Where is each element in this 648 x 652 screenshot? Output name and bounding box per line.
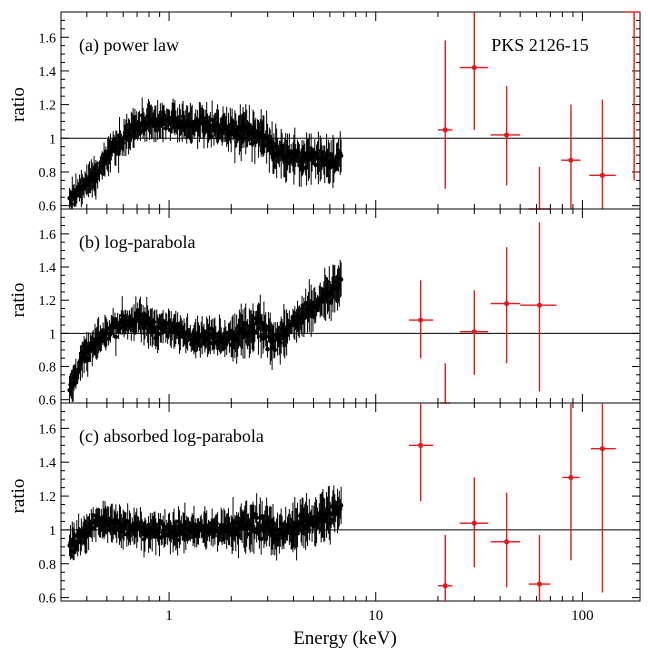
source-label: PKS 2126-15 [491,35,589,55]
y-tick-label: 0.6 [39,592,57,607]
y-tick-label: 1.4 [39,65,57,80]
x-tick-label: 100 [571,608,594,624]
y-tick-label: 0.6 [39,200,57,215]
soft-data-point [339,503,343,507]
y-tick-label: 1.6 [39,31,57,46]
y-tick-label: 1.4 [39,456,57,471]
y-tick-label: 1.2 [39,294,57,309]
x-tick-label: 10 [368,608,383,624]
panel-label: (a) power law [79,35,179,56]
hard-data-point [537,303,542,308]
hard-data-point [504,301,509,306]
hard-data-point [472,329,477,334]
y-axis-label: ratio [8,87,29,122]
hard-data-point [568,475,573,480]
soft-data-point [339,277,343,281]
soft-data-point [339,154,343,158]
panel-2: 0.6 0.8 1 1.2 1.4 1.6 ratio (b) log-parabola [8,209,640,409]
soft-data-point [209,134,213,138]
y-tick-label: 1.2 [39,99,57,114]
soft-data-point [265,347,269,351]
soft-data-point [165,334,169,338]
y-tick-label: 1 [49,132,56,147]
hard-data-point [443,583,448,588]
soft-data-point [114,335,118,339]
y-tick-label: 1 [49,327,56,342]
hard-data-point [504,132,509,137]
soft-data-point [121,141,125,145]
y-tick-label: 1.4 [39,261,57,276]
y-tick-label: 1.6 [39,422,57,437]
y-tick-label: 0.6 [39,394,57,409]
y-tick-label: 0.8 [39,558,57,573]
hard-data-point [504,539,509,544]
hard-data-point [600,173,605,178]
panel-3: 0.6 0.8 1 1.2 1.4 1.6 ratio (c) absorbed log-pa… [8,403,640,607]
y-tick-label: 1.2 [39,490,57,505]
y-axis-label: ratio [8,283,29,318]
hard-data-point [600,446,605,451]
soft-data-point [278,341,282,345]
y-tick-label: 0.8 [39,166,57,181]
panel-label: (c) absorbed log-parabola [79,426,264,447]
y-tick-label: 1.6 [39,228,57,243]
y-axis-label: ratio [8,479,29,514]
hard-data-point [568,158,573,163]
soft-data-point [273,348,277,352]
x-tick-label: 1 [165,608,173,624]
soft-data-point [214,521,218,525]
hard-data-point [537,581,542,586]
hard-data-point [472,521,477,526]
y-tick-label: 1 [49,524,56,539]
y-tick-label: 0.8 [39,361,57,376]
hard-data-point [443,127,448,132]
hard-data-point [418,443,423,448]
hard-data-point [472,65,477,70]
hard-data-point [418,317,423,322]
soft-data-point [69,202,73,206]
x-axis-label: Energy (keV) [293,628,397,649]
soft-data-point [152,320,156,324]
panel-label: (b) log-parabola [79,232,195,253]
